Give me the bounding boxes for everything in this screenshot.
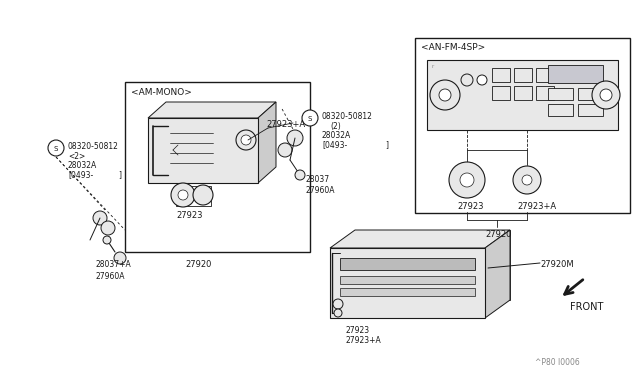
Circle shape <box>278 143 292 157</box>
Bar <box>536 86 554 100</box>
Text: 27920: 27920 <box>185 260 211 269</box>
Circle shape <box>114 252 126 264</box>
Text: <2>: <2> <box>68 152 85 161</box>
Circle shape <box>334 309 342 317</box>
Circle shape <box>93 211 107 225</box>
Bar <box>340 276 475 284</box>
Bar <box>340 288 475 296</box>
Text: 27923: 27923 <box>176 211 202 220</box>
Text: 08320-50812: 08320-50812 <box>322 112 373 121</box>
Circle shape <box>178 190 188 200</box>
Text: 27960A: 27960A <box>95 272 125 281</box>
Bar <box>514 68 532 82</box>
Bar <box>548 104 573 116</box>
Bar <box>578 104 603 116</box>
Text: 28037: 28037 <box>305 175 329 184</box>
Bar <box>548 65 603 83</box>
Circle shape <box>287 130 303 146</box>
Circle shape <box>513 166 541 194</box>
Polygon shape <box>355 230 510 300</box>
Text: 28032A: 28032A <box>322 131 351 140</box>
Circle shape <box>333 299 343 309</box>
Circle shape <box>460 173 474 187</box>
Circle shape <box>295 170 305 180</box>
Polygon shape <box>258 102 276 183</box>
Bar <box>427 60 618 130</box>
Text: 27923: 27923 <box>457 202 483 211</box>
Circle shape <box>48 140 64 156</box>
Circle shape <box>477 75 487 85</box>
Bar <box>492 68 510 82</box>
Polygon shape <box>148 102 276 118</box>
Text: (2): (2) <box>330 122 340 131</box>
Circle shape <box>236 130 256 150</box>
Text: r: r <box>431 64 433 69</box>
Circle shape <box>592 81 620 109</box>
Text: 27920M: 27920M <box>540 260 573 269</box>
Circle shape <box>600 89 612 101</box>
Text: 28037+A: 28037+A <box>95 260 131 269</box>
Text: FRONT: FRONT <box>570 302 604 312</box>
Text: [0493-: [0493- <box>68 170 93 179</box>
Text: 27920: 27920 <box>485 230 511 239</box>
Text: 27923+A: 27923+A <box>266 120 305 129</box>
Circle shape <box>302 110 318 126</box>
Text: ]: ] <box>385 140 388 149</box>
Circle shape <box>193 185 213 205</box>
Bar <box>514 86 532 100</box>
Bar <box>176 186 211 206</box>
Circle shape <box>522 175 532 185</box>
Text: ]: ] <box>118 170 121 179</box>
Bar <box>548 88 573 100</box>
Polygon shape <box>485 230 510 318</box>
Text: <AN-FM-4SP>: <AN-FM-4SP> <box>421 43 485 52</box>
Bar <box>340 258 475 270</box>
Text: <AM-MONO>: <AM-MONO> <box>131 88 192 97</box>
Bar <box>125 82 310 252</box>
Circle shape <box>241 135 251 145</box>
Bar <box>330 248 485 318</box>
Text: S: S <box>54 146 58 152</box>
Bar <box>492 86 510 100</box>
Text: [0493-: [0493- <box>322 140 348 149</box>
Bar <box>536 68 554 82</box>
Text: 27960A: 27960A <box>305 186 335 195</box>
Circle shape <box>461 74 473 86</box>
Circle shape <box>449 162 485 198</box>
Text: 27923+A: 27923+A <box>345 336 381 345</box>
Bar <box>415 38 630 213</box>
Circle shape <box>430 80 460 110</box>
Text: 28032A: 28032A <box>68 161 97 170</box>
Text: S: S <box>308 116 312 122</box>
Text: 08320-50812: 08320-50812 <box>68 142 119 151</box>
Polygon shape <box>330 230 510 248</box>
Bar <box>578 88 603 100</box>
Text: ^P80 l0006: ^P80 l0006 <box>535 358 580 367</box>
Text: 27923: 27923 <box>345 326 369 335</box>
Circle shape <box>439 89 451 101</box>
Text: 27923+A: 27923+A <box>517 202 556 211</box>
Circle shape <box>101 221 115 235</box>
Circle shape <box>103 236 111 244</box>
Circle shape <box>171 183 195 207</box>
Bar <box>148 118 258 183</box>
